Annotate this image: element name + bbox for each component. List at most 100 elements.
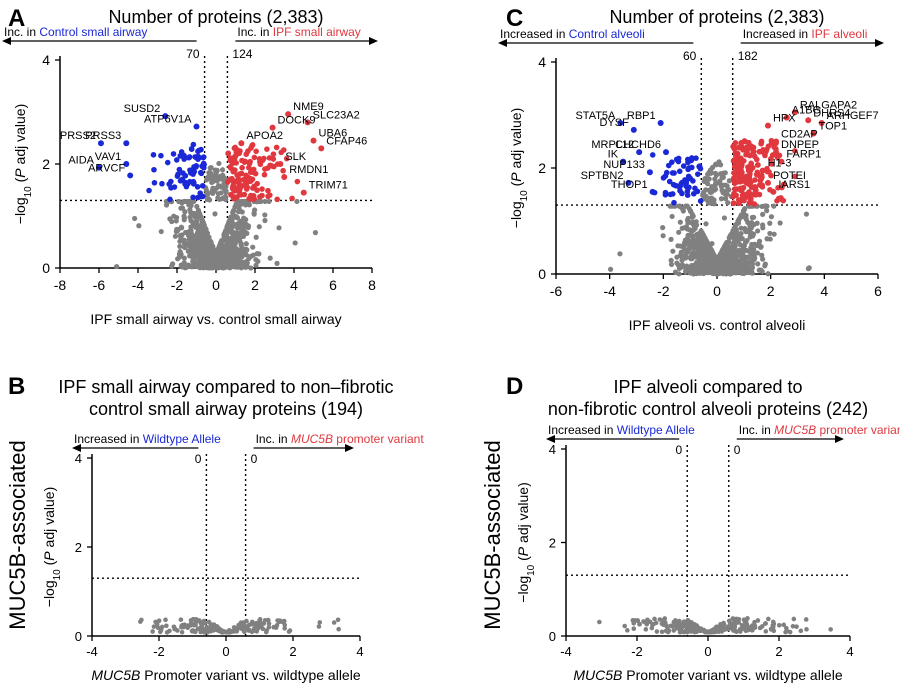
ns-point <box>282 622 288 628</box>
y-tick-label: 2 <box>75 540 82 555</box>
labeled-point <box>773 149 780 156</box>
ns-point <box>709 184 715 190</box>
up-point <box>751 153 758 160</box>
ns-point <box>700 266 706 272</box>
labeled-point <box>646 169 653 176</box>
up-point <box>234 172 240 178</box>
ns-point <box>711 197 717 203</box>
ns-point <box>251 207 258 213</box>
ns-point <box>235 209 242 215</box>
ns-point <box>114 263 120 270</box>
ns-point <box>254 251 260 257</box>
ns-point <box>725 257 731 263</box>
ns-point <box>197 265 203 271</box>
down-point <box>670 181 677 188</box>
ns-point <box>691 222 697 228</box>
ns-point <box>210 190 216 196</box>
labeled-point <box>127 172 134 179</box>
ns-point <box>177 249 183 255</box>
up-point <box>243 172 249 179</box>
down-point <box>676 168 683 175</box>
ns-point <box>188 228 194 234</box>
x-tick-label: -2 <box>657 283 670 299</box>
ns-point <box>713 180 719 186</box>
ns-point <box>806 265 812 271</box>
ns-point <box>715 267 721 273</box>
up-point <box>270 156 277 162</box>
ns-point <box>803 617 809 622</box>
ns-point <box>230 248 237 255</box>
ns-point <box>213 185 220 191</box>
ns-point <box>758 267 764 273</box>
ns-point <box>749 261 756 267</box>
ns-point <box>224 223 230 230</box>
ns-point <box>625 628 630 633</box>
up-point <box>267 192 273 198</box>
up-point <box>747 198 754 204</box>
gene-label: NUP133 <box>603 159 645 171</box>
up-point <box>225 150 231 157</box>
right-count: 0 <box>251 452 258 466</box>
ns-point <box>733 628 738 634</box>
down-point <box>195 148 201 155</box>
ns-point <box>718 171 724 177</box>
ns-point <box>754 242 760 249</box>
ns-point <box>730 241 736 248</box>
down-point <box>685 159 691 166</box>
ns-point <box>177 243 183 249</box>
ns-point <box>685 220 691 226</box>
labeled-point <box>783 114 790 121</box>
ns-point <box>652 616 657 622</box>
left-annotation: Increased in Wildtype Allele <box>74 432 221 446</box>
ns-point <box>726 235 732 241</box>
up-point <box>249 142 255 149</box>
gene-label: RBP1 <box>627 110 656 122</box>
ns-point <box>212 211 218 217</box>
up-point <box>738 167 744 173</box>
up-point <box>757 177 764 184</box>
ns-point <box>258 620 263 626</box>
ns-point <box>726 178 732 184</box>
x-tick-label: -2 <box>631 644 643 659</box>
ns-point <box>190 616 196 622</box>
ns-point <box>206 196 212 202</box>
down-point <box>177 178 184 184</box>
ns-point <box>236 248 242 254</box>
ns-point <box>632 618 638 623</box>
up-point <box>232 194 239 201</box>
labeled-point <box>617 119 624 126</box>
labeled-point <box>238 140 245 147</box>
ns-point <box>176 254 183 260</box>
ns-point <box>794 624 799 629</box>
chart-title: Number of proteins (2,383) <box>609 7 824 27</box>
ns-point <box>750 627 755 633</box>
ns-point <box>791 616 797 622</box>
ns-point <box>262 212 268 218</box>
down-point <box>649 152 656 158</box>
x-tick-label: -4 <box>603 283 616 299</box>
ns-point <box>712 186 719 192</box>
gene-label: ATP6V1A <box>144 114 192 126</box>
up-point <box>262 166 268 172</box>
gene-label: MRPL12 <box>591 139 634 151</box>
down-point <box>176 166 183 173</box>
ns-point <box>722 263 728 269</box>
ns-point <box>742 262 748 268</box>
ns-point <box>188 240 194 246</box>
down-point <box>680 163 687 169</box>
ns-point <box>266 198 272 205</box>
ns-point <box>224 629 230 635</box>
ns-point <box>767 230 773 237</box>
gene-label: DOCK9 <box>278 115 316 127</box>
ns-point <box>694 261 700 268</box>
gene-label: SUSD2 <box>124 103 161 115</box>
ns-point <box>231 230 237 236</box>
ns-point <box>663 628 669 634</box>
ns-point <box>762 263 768 269</box>
labeled-point <box>310 137 317 144</box>
ns-point <box>738 627 744 632</box>
ns-point <box>721 620 726 626</box>
down-point <box>694 188 701 195</box>
ns-point <box>668 236 674 242</box>
gene-label: SLC23A2 <box>313 109 360 121</box>
